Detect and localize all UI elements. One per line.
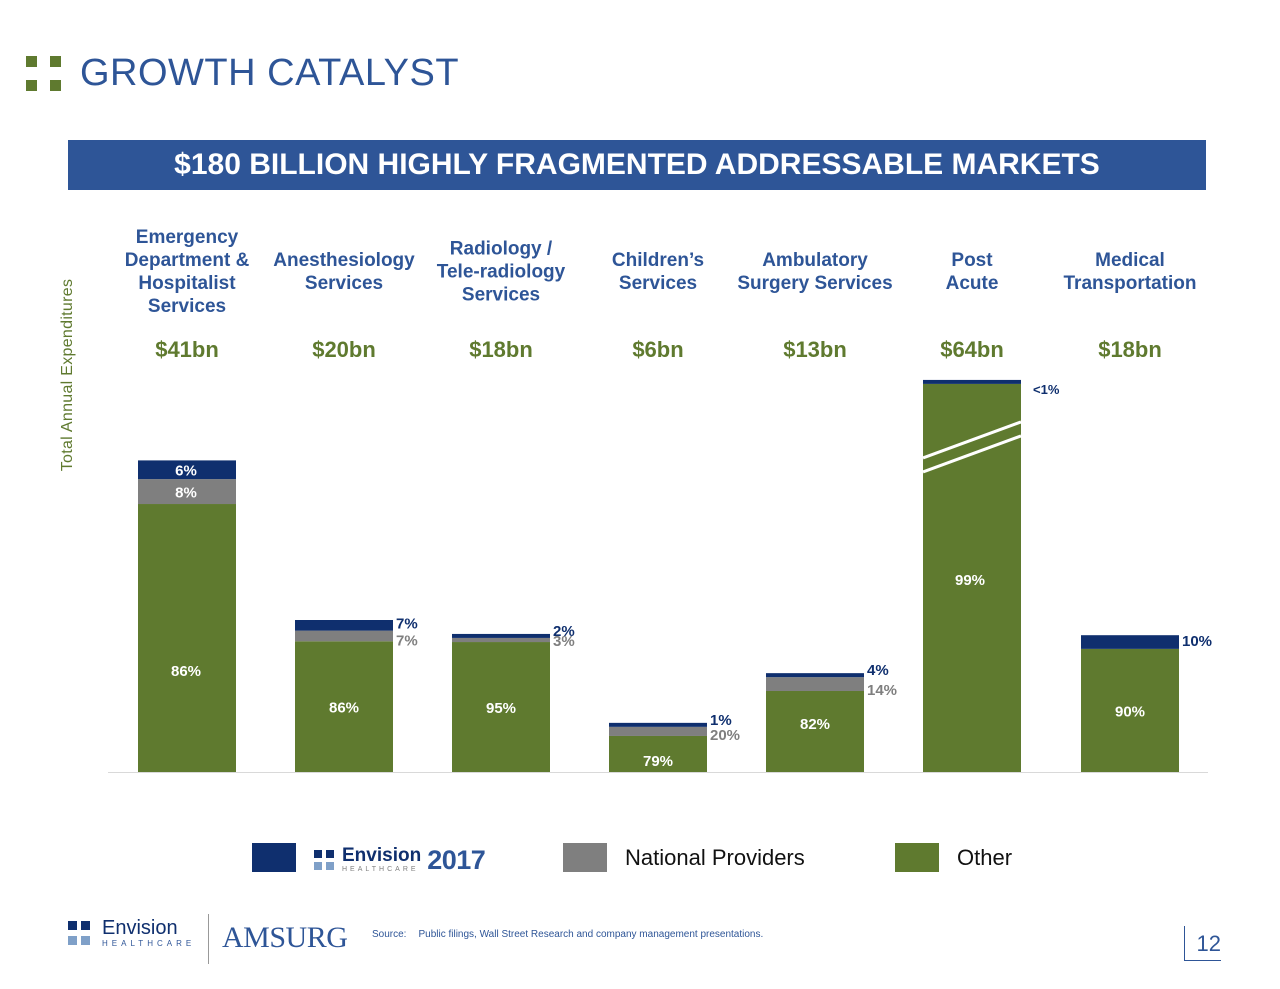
data-label-envision: 7% <box>396 616 418 633</box>
envision-mark-icon <box>68 921 90 945</box>
bar-segment-other <box>295 641 393 772</box>
bar-segment-national <box>138 479 236 505</box>
bar-segment-envision <box>609 722 707 727</box>
category-label-line: Medical <box>1095 250 1165 271</box>
category-total: $18bn <box>469 337 533 362</box>
source-label: Source: <box>372 929 407 940</box>
legend-envision-sub: HEALTHCARE <box>342 866 419 873</box>
category-label-line: Transportation <box>1063 273 1197 294</box>
amsurg-logo: AMSURG <box>222 921 348 954</box>
category-label-line: Hospitalist <box>138 273 236 294</box>
axis-break-line <box>922 434 1022 474</box>
category-total: $41bn <box>155 337 219 362</box>
data-label-national: 8% <box>175 485 197 502</box>
category-label: Post Acute <box>946 249 999 295</box>
category-label-line: Children’s <box>611 250 705 271</box>
data-label-other: 90% <box>1115 703 1145 720</box>
source-note: Source: Public filings, Wall Street Resea… <box>372 929 763 940</box>
category-label: Medical Transportation <box>1063 249 1196 295</box>
footer-envision-word: Envision <box>102 917 178 939</box>
category-label-line: Surgery Services <box>737 273 893 294</box>
data-label-other: 95% <box>486 700 516 717</box>
legend-swatch-national <box>563 843 607 872</box>
data-label-other: 99% <box>955 572 985 589</box>
source-text: Public filings, Wall Street Research and… <box>418 929 764 940</box>
banner-heading: $180 BILLION HIGHLY FRAGMENTED ADDRESSAB… <box>68 140 1206 190</box>
category-label-line: Ambulatory <box>762 250 868 271</box>
category-label-line: Emergency <box>135 227 239 248</box>
category-label-line: Department & <box>124 250 250 271</box>
category-total: $18bn <box>1098 337 1162 362</box>
category-label-line: Tele-radiology <box>436 261 566 283</box>
footer-divider <box>208 914 209 964</box>
stacked-bar-chart: 6% 8% 86% 7%7% 86% 2%3% 95% 1%20% 79% 4% 14% 82% <1%… <box>108 379 1212 773</box>
bar-segment-national <box>609 726 707 736</box>
envision-mark-icon <box>314 849 334 870</box>
title-icon <box>26 56 62 92</box>
bar-segment-other <box>452 642 550 772</box>
footer-envision-logo: Envision HEALTHCARE <box>68 918 195 950</box>
data-label-envision: 1% <box>710 712 732 729</box>
data-label-national: 14% <box>867 682 897 699</box>
page-title: GROWTH CATALYST <box>80 52 460 94</box>
axis-break-line <box>922 420 1022 460</box>
data-label-national: 7% <box>396 632 418 649</box>
category-label-line: Acute <box>945 273 999 294</box>
data-label-other: 86% <box>329 700 359 717</box>
bar-segment-envision <box>138 460 236 480</box>
category-label-line: Services <box>618 273 698 294</box>
bar-segment-envision <box>295 620 393 631</box>
legend-label-national: National Providers <box>625 845 805 870</box>
bar-segment-national <box>452 637 550 643</box>
legend-label-other: Other <box>957 845 1013 870</box>
category-total: $13bn <box>783 337 847 362</box>
footer-envision-sub: HEALTHCARE <box>102 939 196 948</box>
data-label-national: 20% <box>710 727 740 744</box>
category-label: Radiology / Tele-radiology Services <box>437 238 565 307</box>
data-label-envision: 2% <box>553 623 575 640</box>
bar-segment-envision <box>452 633 550 638</box>
category-label-line: Services <box>461 284 541 306</box>
category-label-line: Radiology / <box>449 238 553 260</box>
bar-segment-other <box>766 690 864 772</box>
legend-envision-year: 2017 <box>427 845 486 875</box>
bar-segment-other <box>138 504 236 772</box>
bar-segment-other <box>1081 648 1179 772</box>
legend-envision-word: Envision <box>342 845 422 866</box>
data-label-national: 3% <box>553 633 575 650</box>
category-label-line: Services <box>304 273 384 294</box>
category-label: Ambulatory Surgery Services <box>737 249 892 295</box>
data-label-envision: 4% <box>867 662 889 679</box>
category-label-line: Anesthesiology <box>273 250 415 271</box>
category-total: $20bn <box>312 337 376 362</box>
category-label-line: Services <box>147 296 227 317</box>
data-label-other: 82% <box>800 716 830 733</box>
bar-segment-national <box>295 630 393 642</box>
data-label-envision: <1% <box>1033 382 1060 397</box>
bar-segment-envision <box>923 379 1021 384</box>
data-label-envision: 6% <box>175 463 197 480</box>
page-number: 12 <box>1184 926 1221 961</box>
data-label-other: 79% <box>643 753 673 770</box>
category-label: Children’s Services <box>612 249 704 295</box>
bar-segment-other <box>923 383 1021 772</box>
category-label-line: Post <box>951 250 993 271</box>
legend-envision-logo: Envision HEALTHCARE 2017 <box>314 845 486 876</box>
category-label: Emergency Department & Hospitalist Services <box>125 226 250 318</box>
data-label-other: 86% <box>171 663 201 680</box>
data-label-envision: 10% <box>1182 633 1212 650</box>
bar-segment-envision <box>766 673 864 678</box>
category-total: $6bn <box>632 337 684 362</box>
category-total: $64bn <box>940 337 1004 362</box>
bar-segment-national <box>766 677 864 691</box>
category-label: Anesthesiology Services <box>273 249 414 295</box>
legend-swatch-envision <box>252 843 296 872</box>
bar-segment-envision <box>1081 635 1179 649</box>
legend-swatch-other <box>895 843 939 872</box>
bar-segment-other <box>609 735 707 772</box>
